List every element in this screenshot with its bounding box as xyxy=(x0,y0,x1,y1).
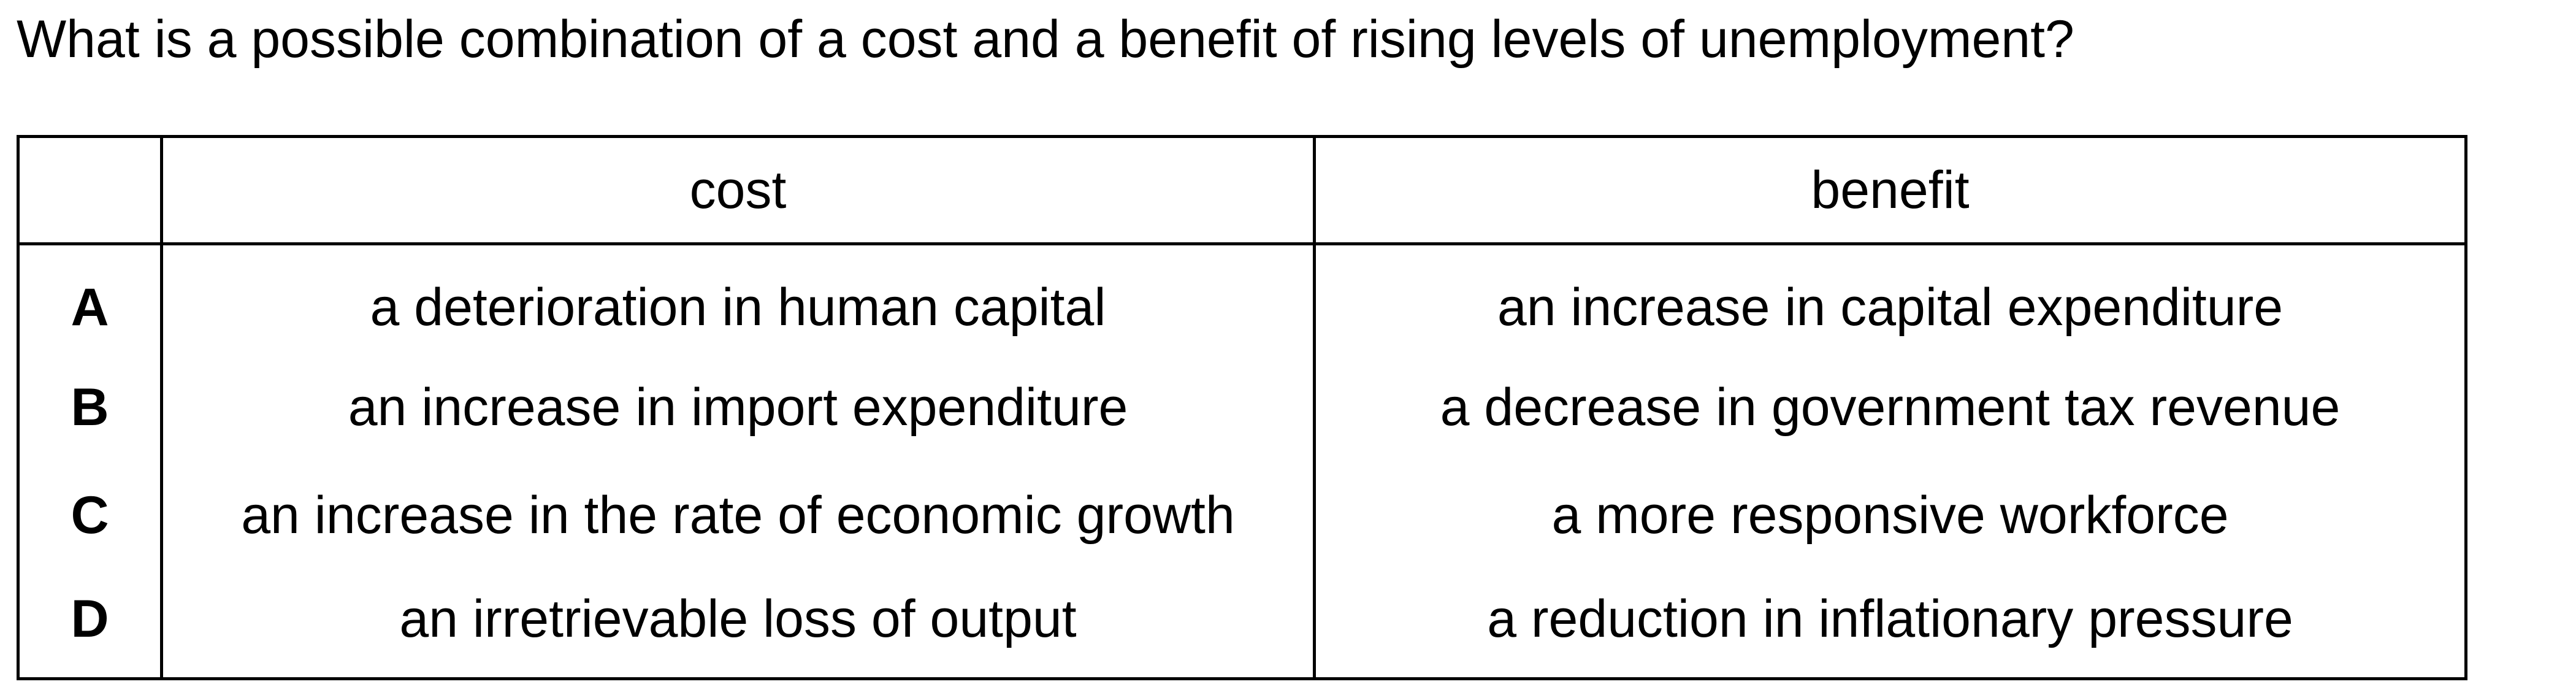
option-cost: an irretrievable loss of output xyxy=(161,569,1316,679)
options-table: cost benefit A a deterioration in human … xyxy=(17,135,2467,680)
option-letter: C xyxy=(18,461,163,569)
table-header-row: cost benefit xyxy=(18,136,2466,245)
option-benefit: a decrease in government tax revenue xyxy=(1440,377,2341,437)
option-letter: B xyxy=(18,353,163,461)
option-row-b[interactable]: B an increase in import expenditure a de… xyxy=(18,353,2466,461)
option-cost: an increase in import expenditure xyxy=(161,353,1316,461)
option-benefit: an increase in capital expenditure xyxy=(1497,277,2284,337)
option-cost: an increase in the rate of economic grow… xyxy=(161,461,1316,569)
option-benefit: a reduction in inflationary pressure xyxy=(1487,589,2293,648)
option-letter: A xyxy=(18,244,163,353)
option-row-c[interactable]: C an increase in the rate of economic gr… xyxy=(18,461,2466,569)
option-cost: a deterioration in human capital xyxy=(161,244,1316,353)
option-row-d[interactable]: D an irretrievable loss of output a redu… xyxy=(18,569,2466,679)
option-row-a[interactable]: A a deterioration in human capital an in… xyxy=(18,244,2466,353)
question-text: What is a possible combination of a cost… xyxy=(17,10,2074,69)
option-letter: D xyxy=(18,569,163,679)
header-letter-cell xyxy=(18,136,163,245)
option-benefit: a more responsive workforce xyxy=(1551,485,2229,545)
header-cost: cost xyxy=(161,136,1316,245)
header-benefit: benefit xyxy=(1314,136,2466,245)
